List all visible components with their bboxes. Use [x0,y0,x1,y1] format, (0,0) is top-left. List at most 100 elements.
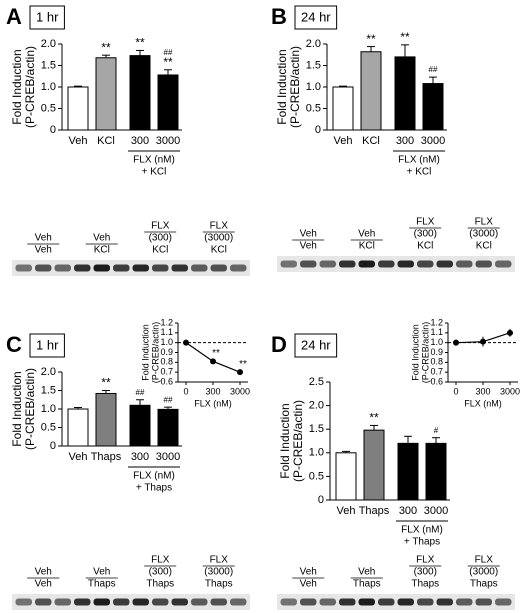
blot-label: KCl [152,245,168,256]
bar [397,442,419,501]
blot-label: FLX [475,555,494,566]
blot-label: (3000) [469,567,498,578]
time-label: 1 hr [36,9,59,24]
time-box [29,333,65,358]
blot-band [397,260,414,268]
group-label: + Thaps [136,483,172,494]
data-point [183,339,189,346]
blot-label: Veh [35,245,52,256]
blot-label: KCl [94,245,110,256]
y-tick-label: 2.0 [309,400,324,412]
x-tick-label: 300 [205,386,220,396]
y-tick-label: 0.9 [160,347,173,357]
panel-letter: C [6,332,22,357]
y-axis-label: Fold Induction [275,49,289,124]
y-tick-label: 2.5 [309,376,324,388]
blot-label: Veh [300,567,317,578]
significance-label: ## [136,388,145,397]
blot-label: Thaps [353,579,381,590]
blot-band [230,264,247,272]
blot-band [152,264,169,272]
x-tick-label: 3000 [424,505,448,517]
time-label: 1 hr [36,337,59,352]
blot-background [12,260,250,276]
blot-label: (3000) [469,229,498,240]
panel-letter: B [271,4,287,29]
y-tick-label: 1.1 [160,327,173,337]
significance-label: ** [212,348,220,359]
group-label: + Thaps [404,537,440,548]
y-tick-label: 1.0 [430,337,443,347]
group-label: FLX (nM) [133,471,175,482]
blot-label: Veh [300,579,317,590]
blot-label: Thaps [146,579,174,590]
bar [95,392,117,447]
y-axis-label: (P-CREB/actin) [420,322,430,384]
data-point [453,339,459,346]
blot-label: Thaps [88,579,116,590]
blot-label: Veh [93,567,110,578]
bar [394,56,416,131]
x-tick-label: 3000 [156,135,180,147]
y-axis-label: Fold Induction [10,49,24,124]
x-tick-label: Veh [337,505,356,517]
x-tick-label: 3000 [156,451,180,463]
x-tick-label: 300 [399,505,417,517]
y-tick-label: 2.0 [41,366,56,378]
y-tick-label: 1.0 [41,81,56,93]
x-tick-label: 3000 [421,135,445,147]
x-tick-label: Veh [69,135,88,147]
blot-band [280,598,297,606]
blot-band [495,598,512,606]
significance-label: ** [163,55,173,69]
y-tick-label: 0.5 [41,421,56,433]
x-tick-label: 3000 [500,386,520,396]
blot-label: (300) [414,567,437,578]
y-axis-label: (P-CREB/actin) [150,322,160,384]
y-tick-label: 0.7 [160,367,173,377]
blot-label: Veh [300,229,317,240]
blot-label: (300) [414,229,437,240]
significance-label: ** [369,411,379,425]
bar [360,51,382,131]
y-tick-label: 0.5 [306,102,321,114]
blot-label: FLX [210,555,229,566]
blot-band [300,260,317,268]
blot-band [93,264,110,272]
bar [95,57,117,131]
time-box [294,333,338,358]
blot-band [54,598,71,606]
y-axis-label: (P-CREB/actin) [23,46,37,128]
data-point [507,329,513,336]
bar [129,55,151,131]
blot-band [436,260,453,268]
blot-background [12,594,250,610]
blot-label: FLX [416,217,435,228]
blot-band [475,598,492,606]
time-label: 24 hr [301,9,331,24]
blot-band [417,260,434,268]
blot-band [319,260,336,268]
y-tick-label: 1.0 [160,337,173,347]
blot-band [456,260,473,268]
bar [157,74,179,131]
y-axis-label: Fold Induction [410,324,420,381]
blot-label: KCl [211,245,227,256]
significance-label: ** [135,36,145,50]
significance-label: ## [164,395,173,404]
blot-label: Veh [35,567,52,578]
y-tick-label: 0 [315,124,321,136]
y-tick-label: 1.5 [309,423,324,435]
y-tick-label: 0 [318,494,324,506]
blot-band [113,598,130,606]
y-axis-label: Fold Induction [140,324,150,381]
blot-band [54,264,71,272]
blot-label: FLX [151,555,170,566]
y-axis-label: Fold Induction [278,403,292,478]
blot-label: Veh [93,233,110,244]
blot-label: Veh [35,579,52,590]
significance-label: ** [366,32,376,46]
x-tick-label: 0 [183,386,188,396]
blot-band [74,598,91,606]
blot-band [339,260,356,268]
